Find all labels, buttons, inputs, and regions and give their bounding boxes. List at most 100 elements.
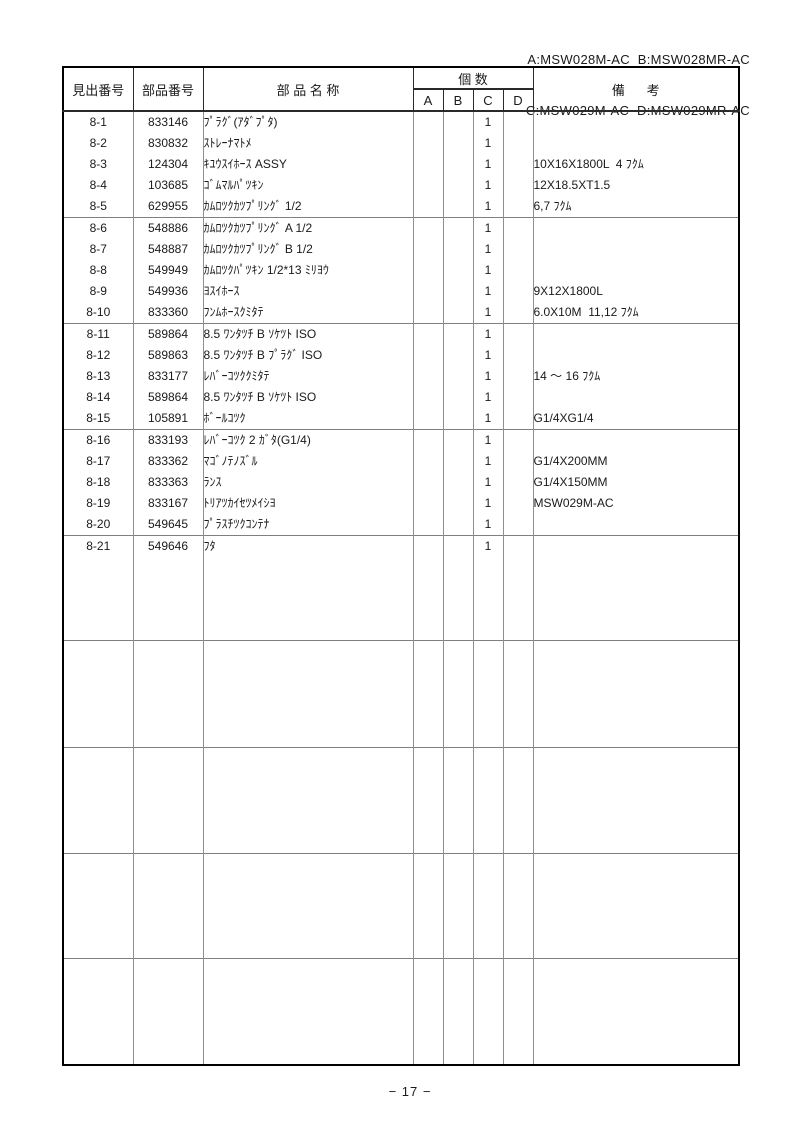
empty-cell <box>472 557 503 640</box>
cell-qty-a <box>412 408 443 430</box>
empty-cell <box>63 557 133 640</box>
cell-part-name: ｶﾑﾛﾂｸﾊﾟﾂｷﾝ 1/2*13 ﾐﾘﾖｳ <box>202 260 413 281</box>
table-row: 8-4 103685 ｺﾞﾑﾏﾙﾊﾟﾂｷﾝ 1 12X18.5XT1.5 <box>63 175 739 196</box>
cell-qty-c: 1 <box>472 493 503 514</box>
cell-qty-d <box>502 387 533 408</box>
cell-qty-a <box>412 154 443 175</box>
cell-qty-b <box>442 323 473 345</box>
cell-index: 8-19 <box>86 496 111 510</box>
col-header-qty-c: C <box>472 88 504 112</box>
cell-qty-d <box>502 260 533 281</box>
cell-qty-c: 1 <box>472 345 503 366</box>
cell-qty-d <box>502 535 533 557</box>
cell-qty-b <box>442 345 473 366</box>
cell-index: 8-10 <box>86 305 111 319</box>
cell-qty-b <box>442 196 473 218</box>
cell-qty-c: 1 <box>472 154 503 175</box>
col-header-part-name: 部 品 名 称 <box>202 66 414 112</box>
cell-remark <box>532 429 739 451</box>
cell-remark: G1/4X150MM <box>532 472 739 493</box>
cell-remark: G1/4X200MM <box>532 451 739 472</box>
cell-part-no: 548886 <box>132 217 203 239</box>
cell-qty-c: 1 <box>472 239 503 260</box>
cell-qty-b <box>442 514 473 536</box>
cell-qty-a <box>412 196 443 218</box>
empty-cell <box>63 746 133 853</box>
cell-qty-d <box>502 133 533 154</box>
cell-part-no: 833360 <box>132 302 203 324</box>
cell-part-name: ﾎﾞｰﾙｺﾂｸ <box>202 408 413 430</box>
cell-qty-b <box>442 110 473 133</box>
table-row: 8-12 589863 8.5 ﾜﾝﾀﾂﾁ B ﾌﾟﾗｸﾞ ISO 1 <box>63 345 739 366</box>
cell-qty-b <box>442 493 473 514</box>
cell-part-name: ﾄﾘｱﾂｶｲｾﾂﾒｲｼﾖ <box>202 493 413 514</box>
empty-cell <box>472 852 503 958</box>
cell-index: 8-3 <box>89 157 107 171</box>
cell-part-name: ﾌﾟﾗｸﾞ(ｱﾀﾞﾌﾟﾀ) <box>202 110 413 133</box>
cell-qty-a <box>412 260 443 281</box>
empty-row <box>63 639 739 747</box>
cell-remark <box>532 514 739 536</box>
empty-cell <box>502 852 533 958</box>
cell-qty-a <box>412 493 443 514</box>
cell-index: 8-4 <box>89 178 107 192</box>
empty-cell <box>502 957 533 1065</box>
cell-qty-b <box>442 472 473 493</box>
cell-index: 8-17 <box>86 454 111 468</box>
cell-part-name: ﾖｽｲﾎｰｽ <box>202 281 413 302</box>
table-row: 8-2 830832 ｽﾄﾚｰﾅﾏﾄﾒ 1 <box>63 133 739 154</box>
cell-qty-a <box>412 302 443 324</box>
table-row: 8-21 549646 ﾌﾀ 1 <box>63 535 739 557</box>
table-row: 8-14 589864 8.5 ﾜﾝﾀﾂﾁ B ｿｹﾂﾄ ISO 1 <box>63 387 739 408</box>
cell-part-name: ｽﾄﾚｰﾅﾏﾄﾒ <box>202 133 413 154</box>
cell-part-no: 549949 <box>132 260 203 281</box>
table-row: 8-20 549645 ﾌﾟﾗｽﾁﾂｸｺﾝﾃﾅ 1 <box>63 514 739 536</box>
row-group: 8-1 833146 ﾌﾟﾗｸﾞ(ｱﾀﾞﾌﾟﾀ) 1 8-2 830832 ｽﾄﾚｰﾅﾏﾄﾒ… <box>63 110 739 218</box>
table-row: 8-18 833363 ﾗﾝｽ 1 G1/4X150MM <box>63 472 739 493</box>
cell-qty-b <box>442 217 473 239</box>
cell-qty-c: 1 <box>472 366 503 387</box>
cell-qty-b <box>442 260 473 281</box>
empty-cell <box>472 957 503 1065</box>
cell-qty-a <box>412 345 443 366</box>
cell-qty-a <box>412 429 443 451</box>
cell-part-no: 549646 <box>132 535 203 557</box>
cell-qty-c: 1 <box>472 217 503 239</box>
table-row: 8-9 549936 ﾖｽｲﾎｰｽ 1 9X12X1800L <box>63 281 739 302</box>
cell-qty-b <box>442 429 473 451</box>
cell-qty-b <box>442 175 473 196</box>
cell-qty-c: 1 <box>472 429 503 451</box>
cell-part-name: ｶﾑﾛﾂｸｶﾂﾌﾟﾘﾝｸﾞ A 1/2 <box>202 217 413 239</box>
empty-cell <box>532 852 739 958</box>
cell-qty-d <box>502 196 533 218</box>
table-row: 8-3 124304 ｷﾕｳｽｲﾎｰｽ ASSY 1 10X16X1800L 4 ﾌｸﾑ <box>63 154 739 175</box>
cell-index: 8-14 <box>86 390 111 404</box>
cell-remark: 6.0X10M 11,12 ﾌｸﾑ <box>532 302 739 324</box>
cell-remark: 10X16X1800L 4 ﾌｸﾑ <box>532 154 739 175</box>
cell-qty-a <box>412 110 443 133</box>
table-row: 8-13 833177 ﾚﾊﾞｰｺﾂｸｸﾐﾀﾃ 1 14 ～ 16 ﾌｸﾑ <box>63 366 739 387</box>
cell-index: 8-9 <box>89 284 107 298</box>
cell-qty-d <box>502 239 533 260</box>
cell-part-no: 629955 <box>132 196 203 218</box>
cell-qty-c: 1 <box>472 535 503 557</box>
cell-qty-d <box>502 451 533 472</box>
table-header: 見出番号 部品番号 部 品 名 称 個 数 備 考 A B C D <box>62 66 740 112</box>
empty-cell <box>442 557 473 640</box>
cell-index: 8-18 <box>86 475 111 489</box>
cell-index: 8-8 <box>89 263 107 277</box>
empty-cell <box>202 746 413 853</box>
cell-remark <box>532 323 739 345</box>
cell-part-name: ﾌﾀ <box>202 535 413 557</box>
col-header-quantity: 個 数 <box>412 66 534 90</box>
table-row: 8-7 548887 ｶﾑﾛﾂｸｶﾂﾌﾟﾘﾝｸﾞ B 1/2 1 <box>63 239 739 260</box>
cell-part-no: 833177 <box>132 366 203 387</box>
cell-part-name: ﾌﾟﾗｽﾁﾂｸｺﾝﾃﾅ <box>202 514 413 536</box>
cell-remark: 12X18.5XT1.5 <box>532 175 739 196</box>
cell-qty-b <box>442 154 473 175</box>
empty-cell <box>132 852 203 958</box>
cell-qty-d <box>502 429 533 451</box>
cell-remark <box>532 133 739 154</box>
cell-index: 8-13 <box>86 369 111 383</box>
cell-qty-d <box>502 217 533 239</box>
